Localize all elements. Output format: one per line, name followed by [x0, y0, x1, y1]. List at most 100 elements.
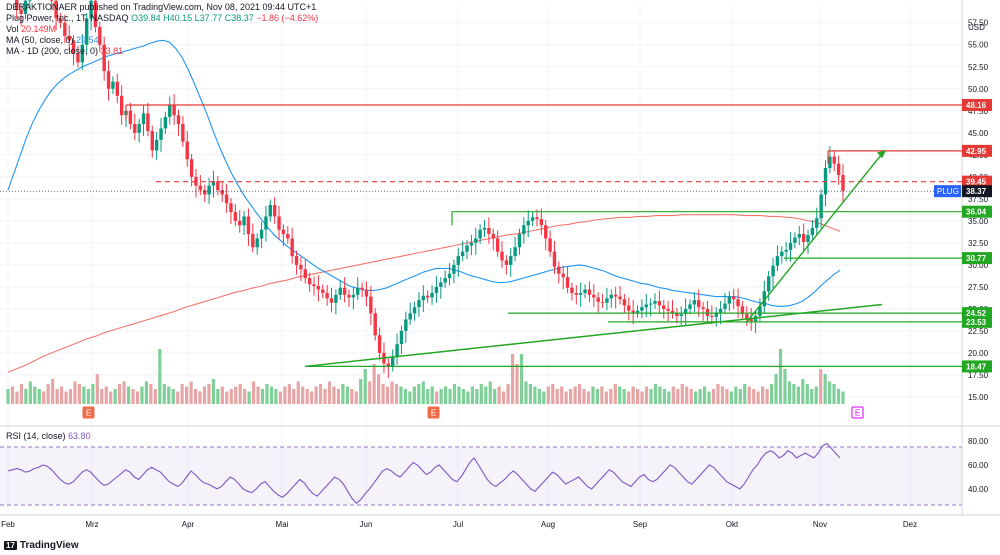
candle-body	[150, 131, 154, 151]
candle-body	[670, 310, 675, 314]
volume-bar	[761, 386, 765, 404]
x-tick-label: Apr	[182, 520, 195, 529]
candle-body	[819, 194, 823, 219]
volume-bar	[466, 391, 470, 404]
volume-bar	[725, 389, 729, 404]
rsi-path	[7, 442, 841, 504]
volume-bar	[46, 384, 50, 404]
volume-bar	[426, 389, 430, 404]
y-tick-label: 27.50	[968, 283, 989, 292]
volume-bar	[591, 386, 595, 404]
volume-legend[interactable]: Vol 20.149M	[6, 24, 56, 34]
volume-bar	[341, 384, 345, 404]
volume-bar	[327, 381, 332, 404]
volume-bar	[229, 389, 233, 404]
earnings-marker-label: E	[86, 409, 91, 418]
volume-bar	[359, 379, 363, 404]
volume-bar	[671, 386, 675, 404]
candle-body	[801, 234, 806, 242]
candle-body	[797, 234, 801, 238]
candle-body	[203, 190, 207, 195]
volume-bar	[595, 389, 600, 404]
candle-body	[504, 260, 509, 265]
candle-body	[63, 22, 67, 36]
candle-body	[71, 40, 76, 54]
candle-body	[172, 104, 176, 116]
volume-bar	[377, 374, 381, 404]
candle-body	[321, 289, 325, 294]
candle-body	[421, 295, 426, 301]
earnings-marker-label: E	[431, 409, 436, 418]
currency-label: USD	[968, 23, 985, 32]
rsi-legend[interactable]: RSI (14, close) 63.80	[6, 431, 91, 441]
candle-body	[815, 218, 819, 228]
volume-bar	[752, 389, 756, 404]
x-tick-label: Sep	[633, 520, 648, 529]
candle-body	[106, 71, 111, 89]
volume-bar	[220, 386, 224, 404]
volume-bar	[243, 389, 247, 404]
change-value: −1.86 (−4.62%)	[256, 13, 319, 23]
volume-bar	[149, 384, 153, 404]
volume-bar	[193, 389, 198, 404]
resistance-badge-bg	[962, 144, 992, 157]
ma50-legend[interactable]: MA (50, close, 0) 29.54	[6, 35, 99, 45]
resistance-badge-bg	[962, 175, 992, 188]
volume-bar	[515, 364, 519, 404]
volume-bar	[368, 381, 372, 404]
volume-bar	[278, 391, 282, 404]
candle-body	[465, 245, 469, 252]
candle-body	[430, 293, 434, 298]
candle-body	[635, 310, 640, 313]
volume-bar	[716, 384, 720, 404]
candle-body	[618, 296, 622, 300]
candle-body	[836, 163, 841, 176]
rsi-axis: 80.00 60.00 40.00	[968, 437, 989, 494]
time-axis[interactable]: Feb Mrz Apr Mai Jun Jul Aug Sep Okt Nov Dez	[1, 520, 917, 529]
y-tick-label: 22.50	[968, 327, 989, 336]
candle-body	[509, 256, 513, 265]
publisher-text: DERAKTIONAER published on TradingView.co…	[6, 2, 317, 12]
candle-body	[443, 278, 447, 283]
volume-bar	[385, 386, 390, 404]
candle-body	[272, 205, 277, 217]
volume-bar	[649, 389, 653, 404]
rsi-background-band	[0, 447, 962, 505]
candle-body	[93, 0, 98, 28]
volume-bar	[743, 384, 747, 404]
ma200-legend[interactable]: MA - 1D (200, close, 0) 33.81	[6, 46, 123, 56]
ma200-line	[7, 214, 841, 373]
candle-body	[447, 273, 452, 279]
volume-bar	[171, 389, 175, 404]
volume-bar	[336, 389, 341, 404]
publisher-line: DERAKTIONAER published on TradingView.co…	[6, 2, 316, 12]
volume-bar	[10, 386, 15, 404]
candle-body	[434, 286, 439, 294]
volume-bar	[167, 386, 171, 404]
volume-bar	[33, 386, 37, 404]
candle-body	[701, 307, 705, 309]
candle-body	[522, 225, 526, 235]
candle-body	[758, 306, 762, 316]
low-value: L37.77	[194, 13, 223, 23]
volume-bar	[502, 391, 506, 404]
volume-bar	[702, 386, 707, 404]
volume-bar	[122, 381, 126, 404]
candle-body	[67, 35, 71, 41]
volume-bar	[100, 389, 104, 404]
candle-body	[666, 308, 670, 311]
candle-body	[749, 318, 753, 322]
volume-bar	[484, 386, 488, 404]
tradingview-logo[interactable]: 17 TradingView	[4, 540, 79, 551]
tradingview-logo-icon: 17	[4, 541, 17, 550]
symbol-name[interactable]: Plug Power, Inc., 1T, NASDAQ	[6, 13, 129, 23]
candlesticks	[15, 0, 845, 379]
candle-body	[718, 308, 723, 313]
x-tick-label: Jul	[453, 520, 463, 529]
volume-bar	[274, 389, 278, 404]
volume-bar	[372, 364, 376, 404]
candle-body	[76, 53, 80, 63]
volume-bar	[207, 384, 211, 404]
volume-bar	[211, 379, 216, 404]
